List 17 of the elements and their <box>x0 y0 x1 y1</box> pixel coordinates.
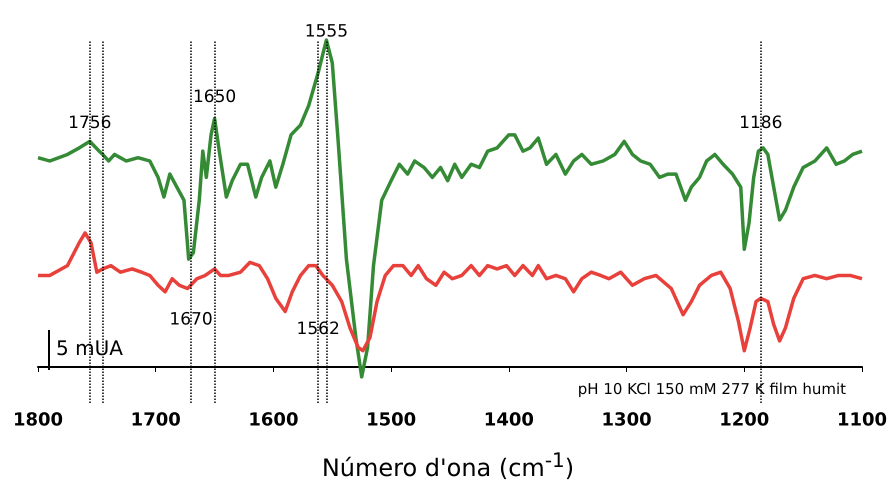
annotation: 1650 <box>192 86 236 107</box>
x-tick-label: 1400 <box>484 410 534 430</box>
x-axis-title: Número d'ona (cm$^{-1}$) <box>320 448 576 482</box>
annotation: 1562 <box>296 319 340 340</box>
x-tick-label: 1200 <box>719 410 770 430</box>
x-tick-label: 1500 <box>366 410 416 430</box>
annotation: 1555 <box>304 22 348 42</box>
text: pH 10 KCl 150 mM 277 K film humit <box>578 380 846 398</box>
annotation: 5 mUA <box>56 336 123 360</box>
annotation: 1186 <box>739 113 782 134</box>
x-tick-label: 1600 <box>248 410 298 430</box>
x-tick-label: 1100 <box>836 410 888 430</box>
annotation: 1756 <box>68 113 112 134</box>
x-tick-label: 1800 <box>12 410 64 430</box>
x-tick-label: 1300 <box>602 410 652 430</box>
x-tick-label: 1700 <box>130 410 181 430</box>
annotation: 1670 <box>169 309 213 330</box>
